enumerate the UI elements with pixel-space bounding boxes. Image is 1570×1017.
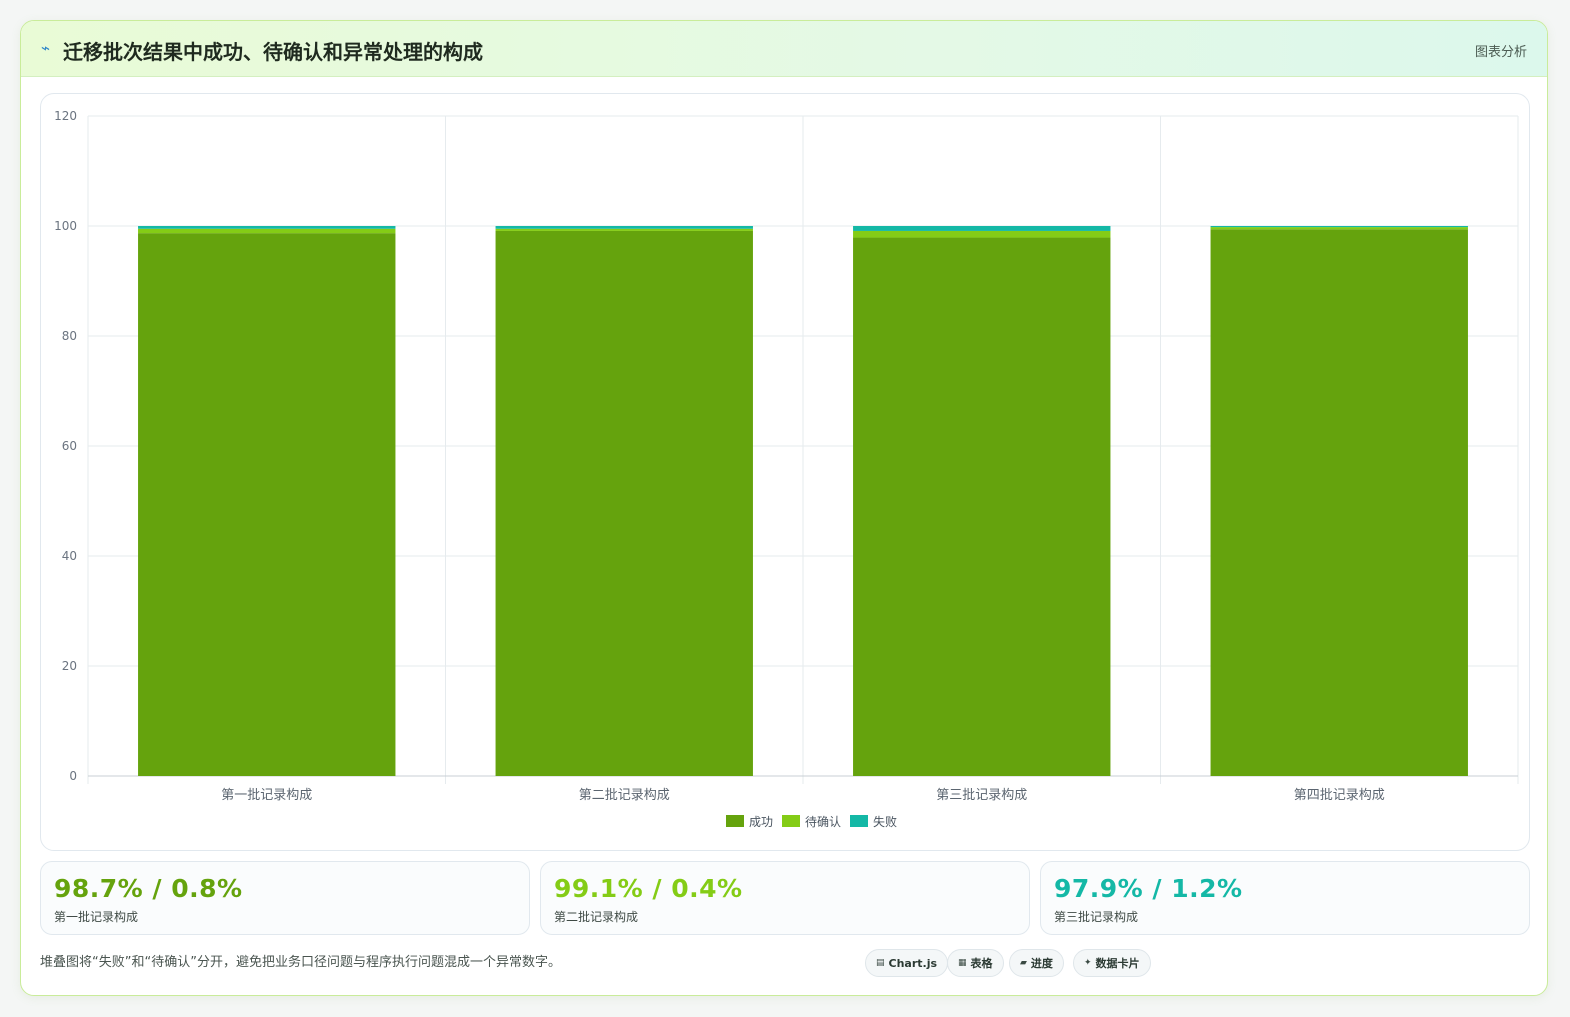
x-tick-label: 第一批记录构成 xyxy=(221,788,312,803)
progress-icon: ▰ xyxy=(1020,958,1027,968)
tag-table[interactable]: ▦ 表格 xyxy=(947,949,1004,977)
stat-value: 99.1% / 0.4% xyxy=(554,874,743,903)
bar-segment xyxy=(1210,227,1468,230)
pulse-icon: ⌁ xyxy=(41,39,51,57)
bar-segment xyxy=(495,226,753,229)
tag-chartjs[interactable]: ▤ Chart.js xyxy=(865,949,949,977)
y-tick-label: 0 xyxy=(69,769,77,783)
y-tick-label: 40 xyxy=(62,549,77,563)
chart-card: ⌁ 迁移批次结果中成功、待确认和异常处理的构成 图表分析 0 20 40 60 80 10… xyxy=(20,20,1548,996)
legend-label: 待确认 xyxy=(805,815,841,829)
bar-segment xyxy=(138,226,396,229)
header-badge: 图表分析 xyxy=(1474,45,1527,60)
stat-card: 99.1% / 0.4% 第二批记录构成 xyxy=(540,861,1030,935)
table-icon: ▦ xyxy=(958,958,967,968)
tag-label: 进度 xyxy=(1030,957,1053,970)
bar-segment xyxy=(853,237,1111,777)
bar-segment xyxy=(495,228,753,231)
bar-segment xyxy=(1210,226,1468,228)
legend-swatch xyxy=(782,815,800,827)
tag-label: Chart.js xyxy=(888,956,938,970)
chart-panel: 0 20 40 60 80 100 120 第一批记录构成 第二批记录构成 第三批记录构成 第四批记… xyxy=(40,93,1530,851)
x-tick-label: 第四批记录构成 xyxy=(1294,788,1385,803)
bar-segment xyxy=(1210,229,1468,777)
stat-label: 第三批记录构成 xyxy=(1054,910,1139,924)
y-tick-label: 60 xyxy=(62,439,77,453)
legend-swatch xyxy=(726,815,744,827)
tag-label: 数据卡片 xyxy=(1095,957,1140,970)
page-title: 迁移批次结果中成功、待确认和异常处理的构成 xyxy=(63,40,483,64)
x-tick-label: 第二批记录构成 xyxy=(579,788,670,803)
sparkle-icon: ✦ xyxy=(1084,958,1092,968)
y-tick-label: 20 xyxy=(62,659,77,673)
chart-icon: ▤ xyxy=(876,958,885,968)
tag-progress[interactable]: ▰ 进度 xyxy=(1009,949,1064,977)
stat-value: 98.7% / 0.8% xyxy=(54,874,243,903)
tag-label: 表格 xyxy=(970,957,993,970)
stat-value: 97.9% / 1.2% xyxy=(1054,874,1243,903)
footnote: 堆叠图将“失败”和“待确认”分开，避免把业务口径问题与程序执行问题混成一个异常数… xyxy=(40,955,561,970)
x-tick-label: 第三批记录构成 xyxy=(936,788,1027,803)
card-header: ⌁ 迁移批次结果中成功、待确认和异常处理的构成 图表分析 xyxy=(21,21,1547,77)
legend-swatch xyxy=(850,815,868,827)
y-tick-label: 120 xyxy=(54,109,77,123)
stat-card: 98.7% / 0.8% 第一批记录构成 xyxy=(40,861,530,935)
stat-card: 97.9% / 1.2% 第三批记录构成 xyxy=(1040,861,1530,935)
legend-label: 失败 xyxy=(873,814,897,829)
bar-segment xyxy=(138,228,396,234)
legend-label: 成功 xyxy=(749,815,773,829)
y-tick-label: 100 xyxy=(54,219,77,233)
tag-data-card[interactable]: ✦ 数据卡片 xyxy=(1073,949,1151,977)
stacked-bar-chart: 0 20 40 60 80 100 120 第一批记录构成 第二批记录构成 第三批记录构成 第四批记… xyxy=(54,109,1519,829)
stat-label: 第二批记录构成 xyxy=(554,910,639,924)
stat-label: 第一批记录构成 xyxy=(54,910,139,924)
bar-segment xyxy=(853,230,1111,238)
bar-segment xyxy=(853,226,1111,231)
y-tick-label: 80 xyxy=(62,329,77,343)
bar-segment xyxy=(495,230,753,776)
bar-segment xyxy=(138,233,396,776)
